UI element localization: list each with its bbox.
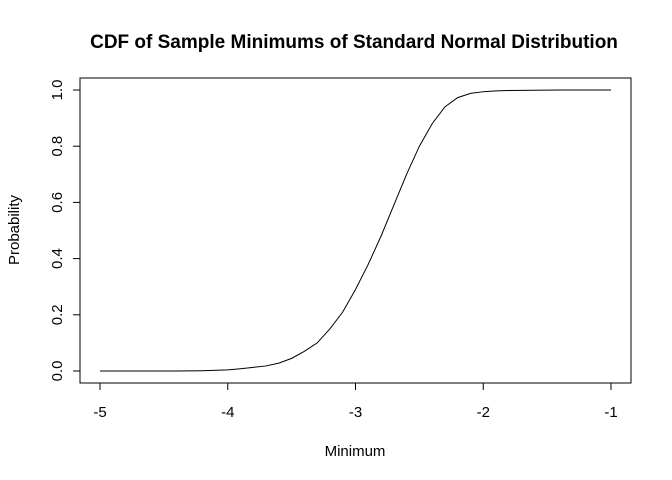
x-tick-label: -5 <box>93 404 106 421</box>
y-axis-label: Probability <box>6 194 23 265</box>
y-tick-label: 0.8 <box>49 136 66 157</box>
x-tick-label: -3 <box>349 404 362 421</box>
y-tick-label: 0.2 <box>49 304 66 325</box>
y-tick-label: 1.0 <box>49 80 66 101</box>
y-tick-label: 0.6 <box>49 192 66 213</box>
chart-title: CDF of Sample Minimums of Standard Norma… <box>90 32 618 53</box>
x-axis-label: Minimum <box>325 443 386 460</box>
x-tick-label: -1 <box>604 404 617 421</box>
y-axis: 0.0 0.2 0.4 0.6 0.8 1.0 <box>49 80 81 382</box>
x-tick-label: -4 <box>221 404 234 421</box>
x-axis: -5 -4 -3 -2 -1 <box>93 382 618 421</box>
plot-frame <box>79 77 632 384</box>
y-tick-label: 0.4 <box>49 248 66 269</box>
cdf-line <box>100 89 611 372</box>
x-tick-label: -2 <box>477 404 490 421</box>
y-tick-label: 0.0 <box>49 361 66 382</box>
